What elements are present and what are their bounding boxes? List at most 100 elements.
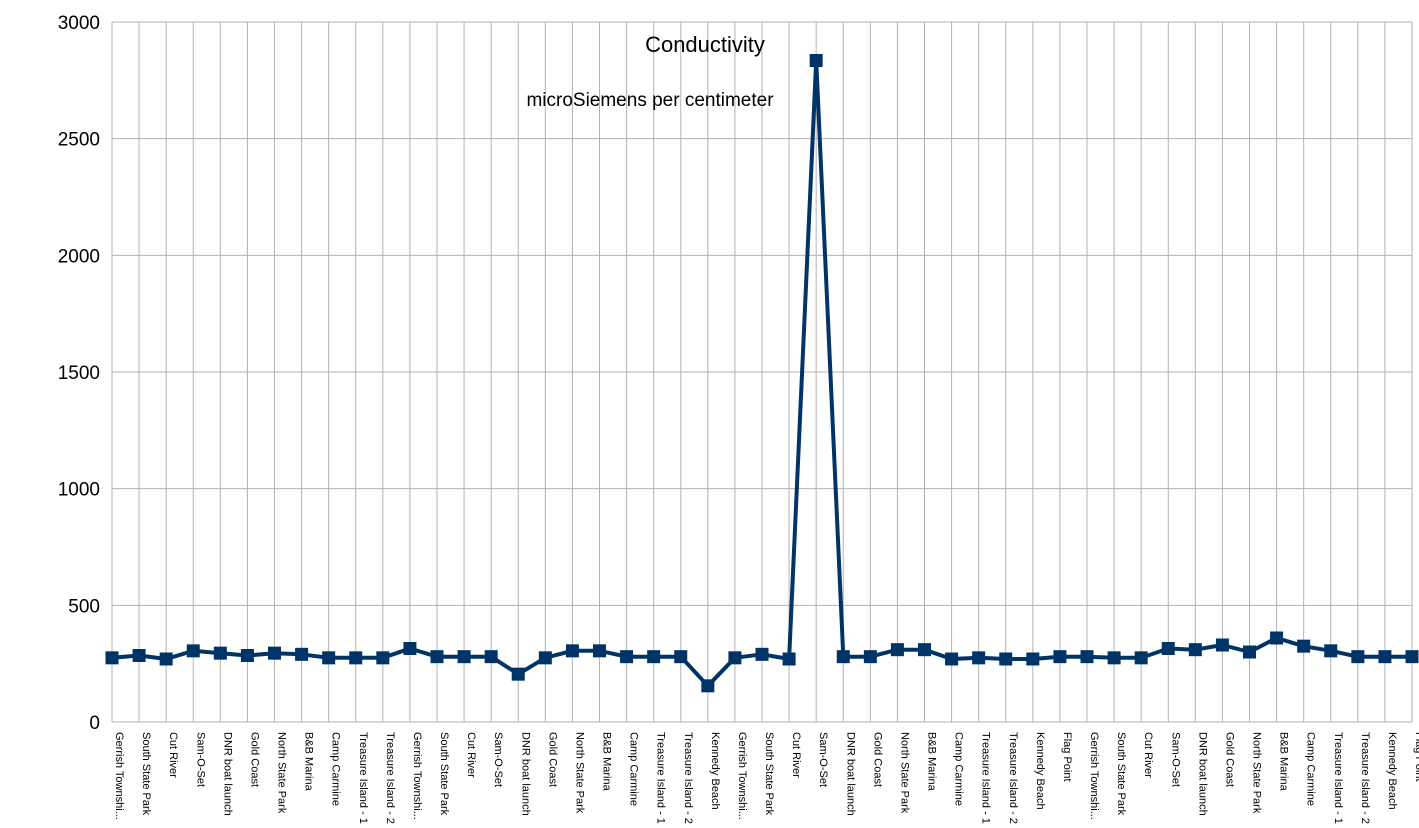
- x-tick-label: Gold Coast: [1223, 732, 1235, 787]
- y-tick-label: 0: [89, 713, 100, 734]
- x-tick-label: Gerrish Townshi...: [1088, 732, 1100, 820]
- data-point: [322, 651, 336, 665]
- data-point: [1026, 652, 1040, 666]
- data-point: [972, 651, 986, 665]
- data-point: [728, 651, 742, 665]
- x-tick-label: B&B Marina: [303, 732, 315, 792]
- x-tick-label: Treasure Island - 2: [1007, 732, 1019, 824]
- x-tick-label: Treasure Island - 1: [655, 732, 667, 824]
- data-point: [863, 650, 877, 664]
- x-tick-label: Gerrish Townshi...: [113, 732, 125, 820]
- data-point: [918, 643, 931, 657]
- x-tick-label: Camp Carmine: [953, 732, 965, 806]
- data-point: [1270, 631, 1284, 645]
- data-point: [457, 650, 471, 664]
- y-tick-label: 2000: [58, 246, 100, 267]
- x-tick-label: Sam-O-Set: [492, 732, 504, 787]
- x-axis-ticks: Gerrish Townshi... South State Park Cut Ri…: [113, 732, 1419, 824]
- data-point: [268, 646, 281, 660]
- grid-lines: [111, 21, 1413, 723]
- x-tick-label: Camp Carmine: [330, 732, 342, 806]
- x-tick-label: Gerrish Townshi...: [736, 732, 748, 820]
- data-point: [890, 643, 904, 657]
- x-tick-label: Camp Carmine: [628, 732, 640, 806]
- x-tick-label: North State Park: [1251, 732, 1263, 814]
- x-tick-label: Kennedy Beach: [1386, 732, 1398, 810]
- data-point: [945, 652, 959, 666]
- data-point: [674, 650, 688, 664]
- x-tick-label: Flag Point: [1413, 732, 1419, 782]
- data-point: [376, 651, 390, 665]
- data-point: [1243, 645, 1256, 659]
- data-point: [836, 650, 850, 664]
- data-point: [701, 679, 715, 693]
- x-tick-label: Sam-O-Set: [194, 732, 206, 787]
- data-point: [565, 644, 579, 658]
- x-tick-label: South State Park: [763, 732, 775, 816]
- data-point: [484, 650, 498, 664]
- x-tick-label: Gold Coast: [248, 732, 260, 787]
- x-tick-label: Treasure Island - 1: [1332, 732, 1344, 824]
- x-tick-label: DNR boat launch: [844, 732, 856, 816]
- x-tick-label: North State Park: [573, 732, 585, 814]
- x-tick-label: Cut River: [790, 732, 802, 778]
- x-tick-label: Cut River: [465, 732, 477, 778]
- x-tick-label: Cut River: [167, 732, 179, 778]
- data-point: [105, 651, 119, 665]
- data-point: [1351, 650, 1365, 664]
- y-tick-label: 500: [68, 596, 100, 617]
- x-tick-label: South State Park: [438, 732, 450, 816]
- y-tick-label: 1000: [58, 480, 100, 501]
- data-point: [999, 652, 1013, 666]
- data-point: [349, 651, 363, 665]
- data-point: [755, 647, 769, 661]
- x-tick-label: Kennedy Beach: [1034, 732, 1046, 810]
- data-point: [1080, 650, 1094, 664]
- y-tick-label: 2500: [58, 130, 100, 151]
- data-point: [1324, 644, 1338, 658]
- x-tick-label: Cut River: [1142, 732, 1154, 778]
- x-tick-label: Gold Coast: [546, 732, 558, 787]
- data-point: [647, 650, 661, 664]
- data-point: [1297, 639, 1311, 653]
- data-point: [809, 54, 823, 67]
- x-tick-label: Kennedy Beach: [709, 732, 721, 810]
- x-tick-label: Treasure Island - 2: [384, 732, 396, 824]
- series-conductivity: [105, 54, 1419, 693]
- data-point: [593, 644, 606, 658]
- x-tick-label: Sam-O-Set: [817, 732, 829, 787]
- chart-title: Conductivity: [645, 32, 765, 57]
- data-point: [1405, 650, 1419, 664]
- data-point: [1215, 638, 1229, 652]
- x-tick-label: Treasure Island - 2: [1359, 732, 1371, 824]
- x-tick-label: Sam-O-Set: [1169, 732, 1181, 787]
- y-axis-ticks: 0 500 1000 1500 2000 2500 3000: [58, 13, 100, 734]
- data-point: [159, 652, 173, 666]
- chart-subtitle: microSiemens per centimeter: [526, 90, 774, 111]
- data-point: [1107, 651, 1121, 665]
- y-tick-label: 1500: [58, 363, 100, 384]
- x-tick-label: DNR boat launch: [1196, 732, 1208, 816]
- data-point: [1134, 651, 1148, 665]
- data-point: [295, 647, 309, 661]
- x-tick-label: South State Park: [1115, 732, 1127, 816]
- data-point: [430, 650, 444, 664]
- x-tick-label: B&B Marina: [1278, 732, 1290, 792]
- data-point: [538, 651, 552, 665]
- x-tick-label: North State Park: [276, 732, 288, 814]
- data-point: [186, 644, 200, 658]
- data-point: [620, 650, 634, 664]
- data-point: [1378, 650, 1392, 664]
- x-tick-label: Gold Coast: [871, 732, 883, 787]
- x-tick-label: DNR boat launch: [221, 732, 233, 816]
- y-tick-label: 3000: [58, 13, 100, 34]
- data-point: [240, 649, 254, 662]
- data-point: [1161, 642, 1175, 655]
- data-point: [511, 667, 525, 681]
- data-point: [213, 646, 227, 660]
- data-point: [782, 652, 796, 666]
- x-tick-label: DNR boat launch: [519, 732, 531, 816]
- x-tick-label: Treasure Island - 1: [357, 732, 369, 824]
- x-tick-label: North State Park: [898, 732, 910, 814]
- x-tick-label: B&B Marina: [601, 732, 613, 792]
